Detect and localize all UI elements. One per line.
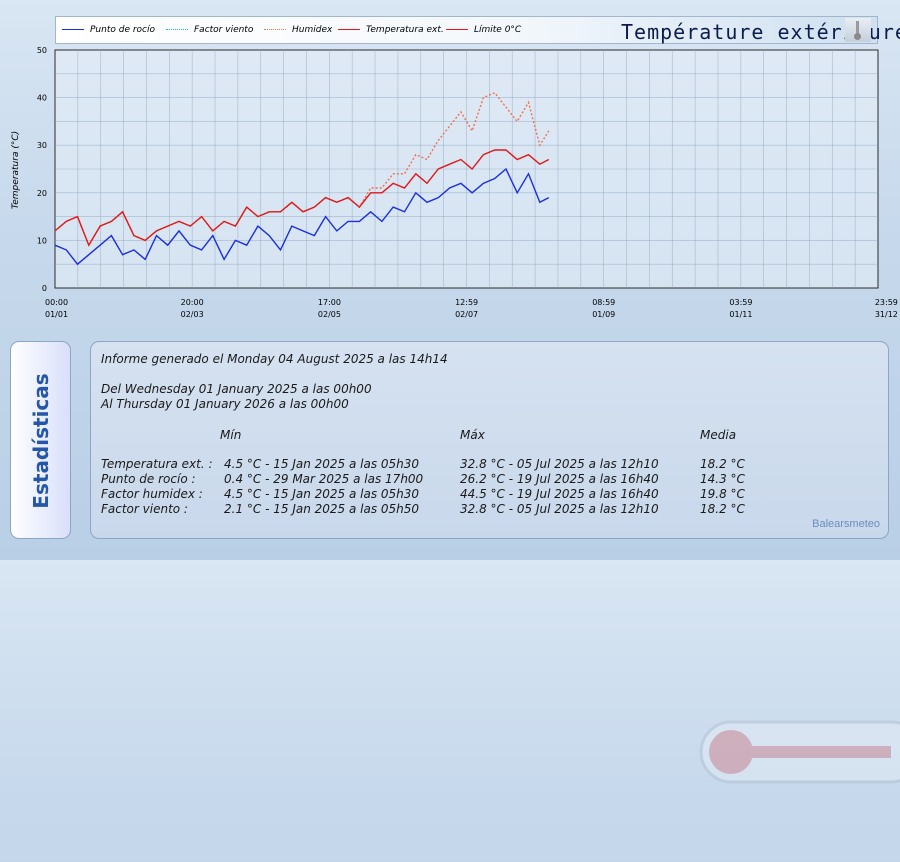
stats-side-tab: Estadísticas	[10, 341, 71, 539]
row-label: Punto de rocío :	[101, 472, 196, 486]
y-tick-label: 50	[37, 46, 47, 55]
y-tick-label: 10	[37, 236, 47, 245]
x-tick-date: 01/01	[45, 310, 68, 319]
row-min: 4.5 °C - 15 Jan 2025 a las 05h30	[224, 487, 420, 501]
legend-item-humidex: Humidex	[264, 25, 332, 35]
legend-swatch	[166, 29, 188, 30]
legend-label: Temperatura ext.	[366, 25, 444, 35]
series-line-temperatura-ext-	[54, 149, 550, 247]
legend-item-factor-viento: Factor viento	[166, 25, 253, 35]
credit-text: Balearsmeteo	[812, 518, 880, 530]
y-tick-label: 40	[37, 94, 47, 103]
y-axis-ticks: 0 10 20 30 40 50	[37, 46, 47, 293]
row-label: Factor viento :	[101, 502, 188, 516]
x-tick-time: 03:59	[729, 298, 752, 307]
legend-bar: Punto de rocío Factor viento Humidex Tem…	[55, 16, 900, 44]
series-layer	[54, 91, 550, 266]
x-tick-time: 17:00	[318, 298, 341, 307]
row-max: 32.8 °C - 05 Jul 2025 a las 12h10	[460, 502, 659, 516]
thermometer-stem	[856, 21, 859, 35]
y-tick-label: 20	[37, 189, 47, 198]
x-tick-time: 12:59	[455, 298, 478, 307]
report-generated-text: Informe generado el Monday 04 August 202…	[101, 352, 448, 366]
x-tick-time: 23:59	[875, 298, 898, 307]
temperature-chart: 0 10 20 30 40 50 00:00 01/01 20:00 02/03 17:00 02/…	[11, 46, 898, 319]
series-line-punto-de-roc-o	[54, 167, 550, 266]
row-max: 32.8 °C - 05 Jul 2025 a las 12h10	[460, 457, 659, 471]
legend-item-punto-de-rocio: Punto de rocío	[62, 25, 155, 35]
row-avg: 14.3 °C	[700, 472, 745, 486]
stats-side-label: Estadísticas	[29, 373, 53, 509]
x-tick-time: 08:59	[592, 298, 615, 307]
legend-label: Humidex	[292, 25, 333, 35]
legend-swatch	[338, 29, 360, 30]
legend-label: Factor viento	[194, 25, 254, 35]
legend-swatch	[62, 29, 84, 30]
x-tick-date: 01/11	[729, 310, 752, 319]
legend-item-limite-0c: Límite 0°C	[446, 25, 521, 35]
thermometer-bulb	[854, 33, 861, 40]
y-axis-label: Temperatura (°C)	[11, 131, 21, 209]
header-avg: Media	[700, 428, 737, 442]
row-max: 44.5 °C - 19 Jul 2025 a las 16h40	[460, 487, 659, 501]
row-min: 0.4 °C - 29 Mar 2025 a las 17h00	[224, 472, 424, 486]
x-tick-time: 20:00	[181, 298, 204, 307]
legend-label: Punto de rocío	[90, 25, 156, 35]
stats-panel: Informe generado el Monday 04 August 202…	[90, 341, 900, 784]
grid-lines	[55, 50, 878, 288]
row-avg: 19.8 °C	[700, 487, 745, 501]
row-max: 26.2 °C - 19 Jul 2025 a las 16h40	[460, 472, 659, 486]
y-tick-label: 0	[42, 284, 47, 293]
x-tick-date: 02/03	[181, 310, 204, 319]
x-axis-ticks: 00:00 01/01 20:00 02/03 17:00 02/05 12:59 02/07…	[45, 298, 898, 319]
thermometer-icon	[845, 18, 871, 42]
legend-swatch	[264, 29, 286, 30]
legend-label: Límite 0°C	[474, 25, 522, 35]
row-avg: 18.2 °C	[700, 502, 745, 516]
row-avg: 18.2 °C	[700, 457, 745, 471]
report-to-text: Al Thursday 01 January 2026 a las 00h00	[101, 397, 349, 411]
legend-swatch	[446, 29, 468, 30]
x-tick-date: 02/07	[455, 310, 478, 319]
y-tick-label: 30	[37, 141, 47, 150]
background-thermometer-icon	[699, 720, 900, 784]
x-tick-time: 00:00	[45, 298, 68, 307]
row-min: 2.1 °C - 15 Jan 2025 a las 05h50	[224, 502, 420, 516]
header-max: Máx	[460, 428, 485, 442]
report-from-text: Del Wednesday 01 January 2025 a las 00h0…	[101, 382, 372, 396]
row-label: Temperatura ext. :	[101, 457, 213, 471]
header-min: Mín	[220, 428, 242, 442]
row-min: 4.5 °C - 15 Jan 2025 a las 05h30	[224, 457, 420, 471]
x-tick-date: 01/09	[592, 310, 615, 319]
x-tick-date: 31/12	[875, 310, 898, 319]
row-label: Factor humidex :	[101, 487, 203, 501]
x-tick-date: 02/05	[318, 310, 341, 319]
legend-item-temperatura-ext: Temperatura ext.	[338, 25, 444, 35]
